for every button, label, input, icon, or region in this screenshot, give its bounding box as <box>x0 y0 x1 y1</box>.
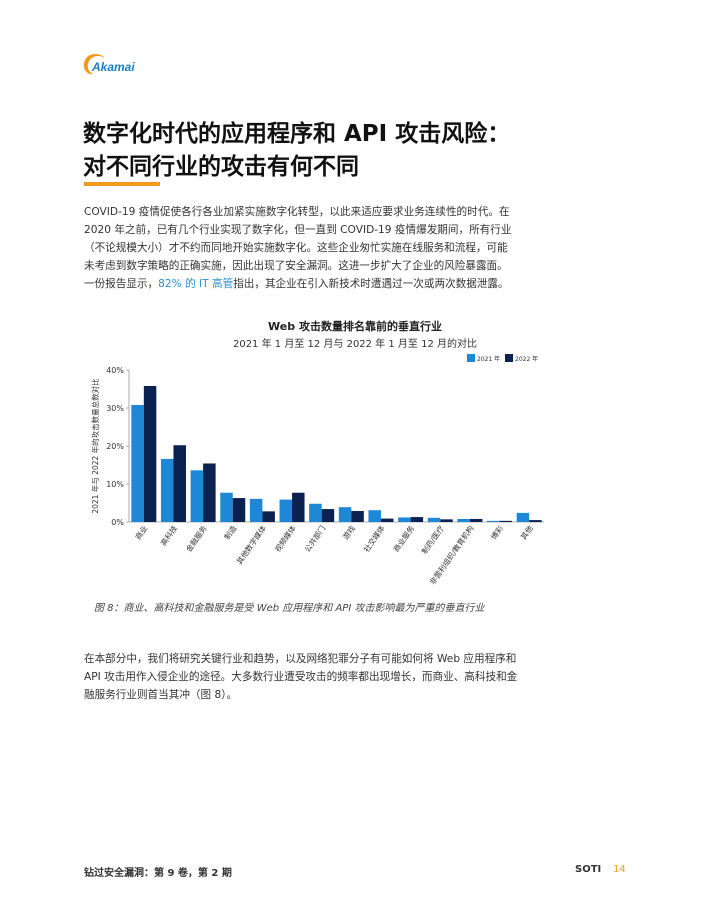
bar-2022 <box>351 510 364 522</box>
x-tick-label: 其他数字媒体 <box>234 523 268 566</box>
x-tick-label: 其他 <box>518 523 535 541</box>
x-tick-label: 制药/医疗 <box>419 523 446 556</box>
page-title: 数字化时代的应用程序和 API 攻击风险： 对不同行业的攻击有何不同 <box>83 118 643 184</box>
body-line-2: API 攻击用作入侵企业的途径。大多数行业遭受攻击的频率都出现增长，而商业、高科… <box>84 671 518 683</box>
bar-2021 <box>131 404 144 522</box>
bar-2021 <box>516 512 530 522</box>
bar-2021 <box>190 470 204 522</box>
akamai-logo-text: Akamai <box>91 60 135 74</box>
bar-2021 <box>338 507 352 522</box>
x-tick-label: 社交媒体 <box>361 523 387 554</box>
intro-paragraph: COVID-19 疫情促使各行各业加紧实施数字化转型，以此来适应要求业务连续性的… <box>84 203 564 293</box>
intro-line-5: 一份报告显示，82% 的 IT 高管指出，其企业在引入新技术时遭遇过一次或两次数… <box>84 275 564 293</box>
bar-2022 <box>203 463 216 522</box>
legend-label: 2021 年 <box>477 355 500 363</box>
x-tick-label: 金融服务 <box>183 523 209 554</box>
figure-caption: 图 8：商业、高科技和金融服务是受 Web 应用程序和 API 攻击影响最为严重… <box>94 603 485 614</box>
bar-2022 <box>232 498 246 522</box>
bar-2022 <box>292 492 305 522</box>
bar-2022 <box>410 517 424 522</box>
intro-line-5-post: 指出，其企业在引入新技术时遭遇过一次或两次数据泄露。 <box>233 278 509 290</box>
bar-2021 <box>160 458 174 522</box>
bar-2021 <box>398 517 411 522</box>
legend-label: 2022 年 <box>515 355 538 363</box>
y-tick-label: 40% <box>106 366 124 375</box>
chart-subtitle: 2021 年 1 月至 12 月与 2022 年 1 月至 12 月的对比 <box>232 339 478 350</box>
bar-2021 <box>457 518 470 522</box>
intro-line-5-pre: 一份报告显示， <box>84 278 159 290</box>
intro-line-2: 2020 年之前，已有几个行业实现了数字化，但一直到 COVID-19 疫情爆发… <box>84 224 512 236</box>
bar-2022 <box>173 445 186 522</box>
page-title-line-1: 数字化时代的应用程序和 API 攻击风险： <box>83 121 511 147</box>
chart-title: Web 攻击数量排名靠前的垂直行业 <box>268 320 442 333</box>
bar-2021 <box>427 517 441 522</box>
footer-publication: 钻过安全漏洞：第 9 卷，第 2 期 <box>84 868 232 879</box>
x-tick-label: 商业 <box>133 523 150 541</box>
title-accent-bar <box>84 182 160 186</box>
akamai-logo-icon: Akamai <box>83 54 135 75</box>
bar-2021 <box>309 503 322 522</box>
akamai-logo: Akamai <box>83 52 153 76</box>
legend-swatch <box>505 354 513 362</box>
y-tick-label: 0% <box>111 518 124 527</box>
bar-2021 <box>368 510 381 522</box>
x-tick-label: 公共部门 <box>302 523 327 553</box>
y-tick-label: 30% <box>106 404 124 413</box>
bar-2022 <box>321 509 335 522</box>
legend-swatch <box>467 354 475 362</box>
bar-2022 <box>143 385 157 522</box>
y-axis-title: 2021 年与 2022 年的攻击数量总数对比 <box>90 378 100 514</box>
bar-2021 <box>279 499 293 522</box>
bar-2022 <box>469 518 483 522</box>
x-tick-label: 视频媒体 <box>272 523 298 554</box>
x-tick-label: 高科技 <box>158 523 179 548</box>
page-number: 14 <box>613 864 626 875</box>
bar-2022 <box>529 520 542 522</box>
x-tick-label: 制造 <box>222 523 239 541</box>
bar-2022 <box>262 511 275 522</box>
body-line-1: 在本部分中，我们将研究关键行业和趋势，以及网络犯罪分子有可能如何将 Web 应用… <box>84 653 517 665</box>
x-tick-label: 博彩 <box>488 523 505 541</box>
bar-2021 <box>249 498 263 522</box>
body-paragraph: 在本部分中，我们将研究关键行业和趋势，以及网络犯罪分子有可能如何将 Web 应用… <box>84 650 574 704</box>
bar-2021 <box>487 520 500 522</box>
y-tick-label: 20% <box>106 442 124 451</box>
it-executives-link[interactable]: 82% 的 IT 高管 <box>158 278 234 290</box>
bar-chart: 0% 10% 20% 30% 40% 2021 年与 2022 年的攻击数量总数对比商业高… <box>90 354 544 587</box>
intro-line-1: COVID-19 疫情促使各行各业加紧实施数字化转型，以此来适应要求业务连续性的… <box>84 206 510 218</box>
intro-line-3: （不论规模大小）才不约而同地开始实施数字化。这些企业匆忙实施在线服务和流程，可能 <box>84 242 508 254</box>
bar-2021 <box>220 492 233 522</box>
bar-2022 <box>440 519 453 522</box>
y-tick-label: 10% <box>106 480 124 489</box>
x-tick-label: 商业服务 <box>391 523 417 554</box>
x-tick-label: 游戏 <box>340 523 357 541</box>
page-title-line-2: 对不同行业的攻击有何不同 <box>83 154 359 180</box>
footer-brand: SOTI <box>575 864 602 875</box>
body-line-3: 融服务行业则首当其冲（图 8）。 <box>84 689 238 701</box>
bar-2022 <box>380 518 394 522</box>
intro-line-4: 未考虑到数字策略的正确实施，因此出现了安全漏洞。这进一步扩大了企业的风险暴露面。 <box>84 260 508 272</box>
bar-2022 <box>499 520 513 522</box>
